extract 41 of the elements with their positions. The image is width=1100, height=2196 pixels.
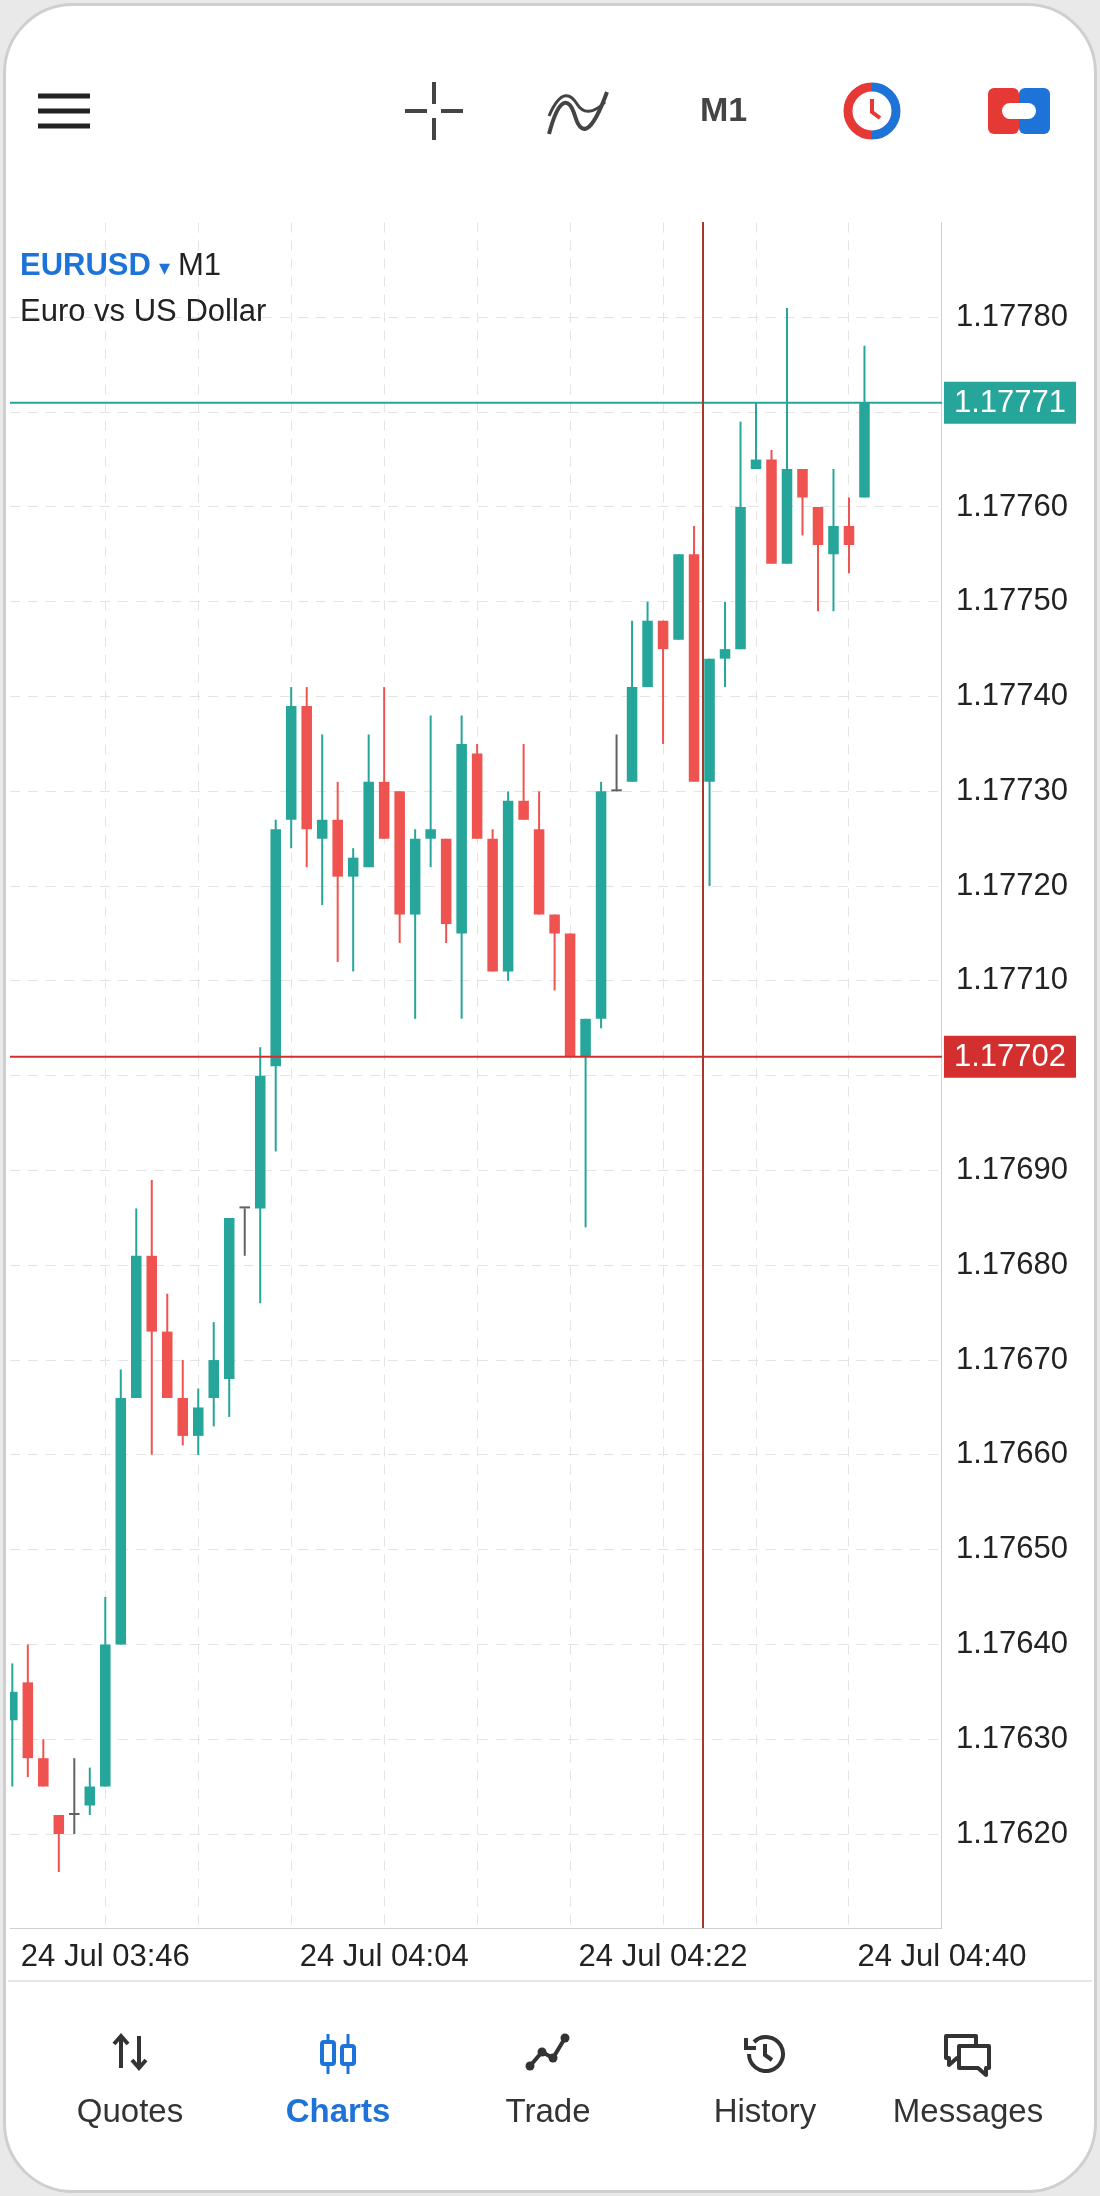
y-tick-label: 1.17660 <box>955 1435 1069 1471</box>
y-tick-label: 1.17620 <box>955 1814 1069 1850</box>
x-tick-label: 24 Jul 03:46 <box>20 1937 190 1973</box>
y-tick-label: 1.17670 <box>955 1340 1069 1376</box>
y-tick-label: 1.17730 <box>955 771 1069 807</box>
y-tick-label: 1.17740 <box>955 677 1069 713</box>
y-tick-label: 1.17750 <box>955 582 1069 618</box>
text: History <box>712 2092 818 2130</box>
text: M1 <box>700 90 748 129</box>
y-tick-label: 1.17690 <box>955 1151 1069 1187</box>
ref-line-label: 1.17702 <box>953 1038 1067 1074</box>
y-tick-label: 1.17760 <box>955 487 1069 523</box>
candlestick <box>518 742 529 821</box>
candlestick <box>316 733 328 907</box>
candlestick <box>719 600 731 689</box>
y-tick-label: 1.17640 <box>955 1624 1069 1660</box>
candlestick <box>84 1766 96 1817</box>
candlestick <box>425 714 436 869</box>
candlestick <box>239 1206 250 1257</box>
candlestick <box>53 1814 65 1873</box>
text: Charts <box>284 2092 392 2130</box>
y-tick-label: 1.17630 <box>955 1719 1069 1755</box>
y-tick-label: 1.17680 <box>955 1245 1069 1281</box>
candlestick <box>69 1757 80 1836</box>
y-tick-label: 1.17780 <box>955 297 1069 333</box>
text: Messages <box>891 2092 1045 2130</box>
x-tick-label: 24 Jul 04:40 <box>857 1937 1027 1973</box>
text: EURUSD ▾ M1 <box>20 246 222 282</box>
candlestick <box>347 847 359 973</box>
candlestick <box>611 733 622 793</box>
y-tick-label: 1.17710 <box>955 961 1069 997</box>
text: Trade <box>504 2092 592 2130</box>
candlestick <box>549 913 560 992</box>
text: Euro vs US Dollar <box>20 292 267 328</box>
x-tick-label: 24 Jul 04:22 <box>578 1937 748 1973</box>
x-tick-label: 24 Jul 04:04 <box>299 1937 469 1973</box>
ref-line-label: 1.17771 <box>953 384 1067 420</box>
candlestick <box>843 496 855 575</box>
y-tick-label: 1.17650 <box>955 1530 1069 1566</box>
y-tick-label: 1.17720 <box>955 866 1069 902</box>
text: Quotes <box>75 2092 185 2130</box>
